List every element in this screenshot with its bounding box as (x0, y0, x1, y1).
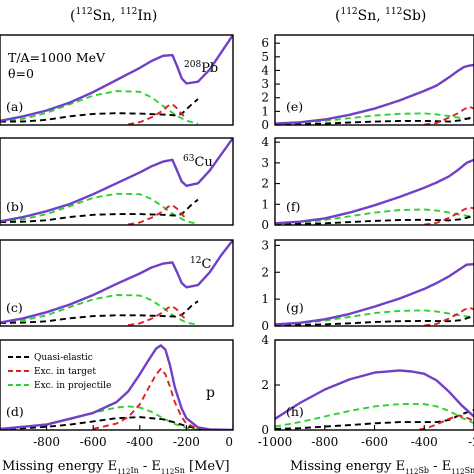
series-line-exc-projectile (0, 90, 199, 125)
series-line-quasi-elastic (275, 408, 474, 430)
y-tick-label: 3 (261, 238, 269, 252)
series-line-exc-target (424, 306, 474, 326)
series-line-exc-target (128, 204, 188, 225)
panel-f: 0 1 2 3 4 (f) (261, 135, 474, 232)
series-line-quasi-elastic (0, 198, 199, 224)
x-tick-label: -800 (311, 435, 338, 449)
series-line-quasi-elastic (0, 98, 199, 123)
y-tick-label: 1 (261, 197, 269, 211)
series-line-exc-projectile (275, 208, 474, 225)
panel-letter: (e) (286, 99, 303, 114)
column-title-right: (112Sn, 112Sb) (335, 7, 426, 24)
panels: (a)(b)(c)-800 -600 -400 -200 0(d)0123456(e)0… (0, 34, 474, 449)
series-line-exc-target (424, 206, 474, 225)
target-label-p: p (206, 385, 215, 401)
panel-letter: (c) (6, 300, 23, 315)
y-tick-label: 0 (261, 218, 269, 232)
panel-letter: (f) (286, 199, 300, 214)
series-line-total (275, 63, 474, 125)
panel-a: (a) (0, 34, 234, 126)
energy-annotation: T/A=1000 MeV (8, 50, 106, 65)
y-tick-label: 0 (261, 118, 269, 132)
panel-letter: (a) (6, 99, 23, 114)
y-tick-label: 5 (261, 50, 269, 64)
series-line-exc-projectile (0, 192, 199, 225)
series-line-quasi-elastic (0, 416, 210, 430)
x-axis-label-right: Missing energy E112Sb - E112Sn (290, 459, 474, 474)
panel-letter: (b) (6, 199, 24, 214)
panel-b: (b) (0, 137, 234, 226)
x-tick-label: -2 (468, 435, 474, 449)
x-tick-label: -400 (411, 435, 438, 449)
legend-label-exc-target: Exc. in target (34, 367, 96, 377)
series-line-exc-target (92, 367, 199, 430)
x-tick-label: -600 (361, 435, 388, 449)
panel-h: 0 2 4 -1000 -800 -600 -400 -2 (h) (258, 333, 474, 449)
series-line-total (0, 35, 233, 122)
y-tick-label: 3 (261, 156, 269, 170)
target-label-cu: 63Cu (183, 154, 213, 170)
x-tick-label: -400 (126, 435, 153, 449)
panel-frame (0, 34, 234, 126)
series-line-total (275, 263, 474, 326)
series-line-exc-target (424, 105, 474, 125)
y-tick-label: 2 (261, 91, 269, 105)
y-tick-label: 0 (261, 319, 269, 333)
column-title-left: (112Sn, 112In) (70, 7, 157, 24)
panel-g: 0 1 2 3 (g) (261, 238, 474, 333)
angle-annotation: θ=0 (8, 66, 34, 81)
series-line-total (275, 158, 474, 225)
panel-frame (0, 339, 234, 431)
panel-frame (274, 137, 474, 226)
y-tick-label: 6 (261, 36, 269, 50)
target-label-c: 12C (190, 256, 211, 272)
x-axis-label-left: Missing energy E112In - E112Sn [MeV] (2, 459, 230, 474)
target-label-pb: 208Pb (184, 60, 218, 76)
x-tick-label: -1000 (258, 435, 293, 449)
panel-letter: (d) (6, 404, 24, 419)
x-tick-label: -600 (80, 435, 107, 449)
y-tick-label: 1 (261, 292, 269, 306)
panel-letter: (h) (286, 404, 304, 419)
y-tick-label: 0 (261, 423, 269, 437)
panel-frame (274, 239, 474, 327)
series-line-total (0, 344, 233, 430)
x-tick-label: -200 (173, 435, 200, 449)
series-line-exc-projectile (0, 294, 199, 326)
series-line-total (0, 138, 233, 223)
series-line-exc-projectile (0, 405, 199, 430)
y-tick-label: 2 (261, 177, 269, 191)
panel-c: (c) (0, 239, 234, 327)
panel-d: -800 -600 -400 -200 0 (d) (0, 339, 234, 449)
series-line-quasi-elastic (275, 115, 474, 125)
series-line-exc-target (128, 103, 188, 125)
y-tick-label: 4 (261, 333, 269, 347)
y-tick-label: 2 (261, 378, 269, 392)
y-tick-label: 2 (261, 265, 269, 279)
y-tick-label: 1 (261, 104, 269, 118)
panel-frame (0, 239, 234, 327)
y-tick-label: 3 (261, 77, 269, 91)
series-line-quasi-elastic (0, 300, 199, 324)
x-tick-label: -800 (33, 435, 60, 449)
panel-frame (274, 34, 474, 126)
series-line-total (0, 240, 233, 324)
x-tick-label: 0 (225, 435, 233, 449)
legend: Quasi-elastic Exc. in target Exc. in pro… (8, 353, 111, 391)
y-tick-label: 4 (261, 135, 269, 149)
series-line-quasi-elastic (275, 214, 474, 225)
series-line-total (275, 369, 474, 420)
series-line-quasi-elastic (275, 314, 474, 326)
panel-frame (0, 137, 234, 226)
series-line-exc-target (419, 414, 474, 430)
legend-label-quasi-elastic: Quasi-elastic (34, 353, 93, 363)
legend-label-exc-projectile: Exc. in projectile (34, 381, 111, 391)
panel-letter: (g) (286, 300, 304, 315)
y-tick-label: 4 (261, 63, 269, 77)
panel-frame (274, 339, 474, 431)
series-line-exc-target (128, 305, 188, 326)
series-line-exc-projectile (275, 403, 474, 428)
